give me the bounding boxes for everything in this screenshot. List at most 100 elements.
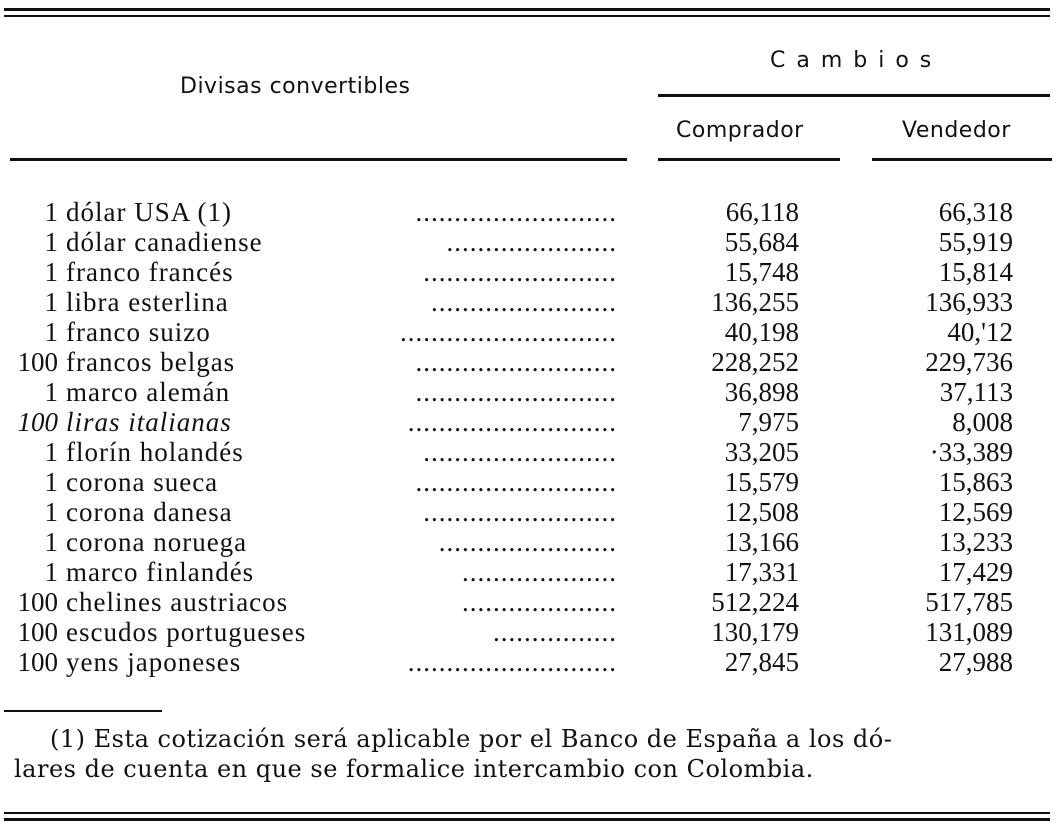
group-rule [658,94,1050,97]
table-row: 1 corona danesa......................... 1… [0,497,1057,527]
row-leader-dots: .......................... [415,377,617,407]
row-currency-name: corona noruega [66,527,248,557]
row-leader-dots: ......................... [423,497,617,527]
row-leader-dots: ......................... [423,257,617,287]
row-leader-dots: ........................... [407,407,617,437]
table-row: 100 francos belgas.......................… [0,347,1057,377]
row-sell-rate: 55,919 [938,227,1013,257]
row-currency-name: dólar USA (1) [66,197,232,227]
header-rule-left [10,158,627,161]
row-currency-name: francos belgas [66,347,236,377]
row-buy-rate: 33,205 [724,437,799,467]
top-rule-2 [4,15,1050,17]
row-sell-rate: 27,988 [938,647,1013,677]
table-row: 1 dólar USA (1)..........................… [0,197,1057,227]
currencies-header: Divisas convertibles [180,74,411,99]
row-sell-rate: 15,814 [938,257,1013,287]
group-header: C a m b i o s [770,48,934,73]
row-leader-dots: ............................ [400,317,617,347]
row-sell-rate: 517,785 [925,587,1013,617]
row-currency-name: corona sueca [66,467,219,497]
rates-table: 1 dólar USA (1)..........................… [0,197,1057,677]
table-row: 100 liras italianas......................… [0,407,1057,437]
row-sell-rate: 8,008 [952,407,1013,437]
table-row: 1 florín holandés........................… [0,437,1057,467]
table-row: 1 franco suizo...........................… [0,317,1057,347]
bottom-rule-1 [4,812,1050,814]
seller-header: Vendedor [902,118,1011,143]
row-leader-dots: .......................... [415,467,617,497]
row-buy-rate: 40,198 [724,317,799,347]
footnote-line-1: (1) Esta cotización será aplicable por e… [50,725,893,753]
row-quantity: 1 [44,557,59,587]
top-rule-1 [4,8,1050,11]
row-currency-name: corona danesa [66,497,233,527]
row-leader-dots: ........................... [407,647,617,677]
row-currency-name: dólar canadiense [66,227,263,257]
footnote: (1) Esta cotización será aplicable por e… [14,724,1044,784]
row-buy-rate: 36,898 [724,377,799,407]
row-currency-name: escudos portugueses [66,617,307,647]
table-row: 1 franco francés.........................… [0,257,1057,287]
table-row: 1 marco alemán.......................... 3… [0,377,1057,407]
row-quantity: 100 [17,647,59,677]
row-quantity: 1 [44,197,59,227]
table-row: 1 dólar canadiense...................... 5… [0,227,1057,257]
row-buy-rate: 15,579 [724,467,799,497]
row-buy-rate: 130,179 [711,617,799,647]
bottom-rule-2 [4,818,1050,821]
row-leader-dots: ................ [493,617,617,647]
row-buy-rate: 7,975 [738,407,799,437]
row-currency-name: yens japoneses [66,647,242,677]
row-buy-rate: 12,508 [724,497,799,527]
row-quantity: 1 [44,287,59,317]
header-rule-sell [872,158,1052,161]
row-sell-rate: 12,569 [938,497,1013,527]
row-sell-rate: 40,'12 [947,317,1013,347]
buyer-header: Comprador [676,118,804,143]
header-rule-buy [658,158,840,161]
row-sell-rate: 37,113 [939,377,1013,407]
table-row: 1 corona noruega....................... 13… [0,527,1057,557]
row-buy-rate: 13,166 [724,527,799,557]
row-buy-rate: 15,748 [724,257,799,287]
footnote-rule [4,710,162,712]
table-row: 100 escudos portugueses................ 13… [0,617,1057,647]
row-quantity: 1 [44,437,59,467]
row-currency-name: florín holandés [66,437,244,467]
row-quantity: 100 [17,347,59,377]
footnote-line-2: lares de cuenta en que se formalice inte… [14,755,814,783]
row-currency-name: franco francés [66,257,234,287]
row-currency-name: marco alemán [66,377,231,407]
row-sell-rate: ·33,389 [929,437,1013,467]
row-buy-rate: 55,684 [724,227,799,257]
row-quantity: 100 [17,587,59,617]
row-leader-dots: ...................... [446,227,617,257]
row-currency-name: chelines austriacos [66,587,289,617]
row-currency-name: franco suizo [66,317,211,347]
row-sell-rate: 229,736 [925,347,1013,377]
table-row: 1 libra esterlina........................… [0,287,1057,317]
row-quantity: 1 [44,257,59,287]
row-leader-dots: .................... [462,557,617,587]
row-quantity: 1 [44,377,59,407]
row-quantity: 1 [44,527,59,557]
row-sell-rate: 131,089 [925,617,1013,647]
row-leader-dots: ....................... [438,527,617,557]
row-quantity: 1 [44,467,59,497]
row-buy-rate: 228,252 [711,347,799,377]
row-leader-dots: .................... [462,587,617,617]
table-row: 100 yens japoneses.......................… [0,647,1057,677]
row-leader-dots: .......................... [415,347,617,377]
row-buy-rate: 136,255 [711,287,799,317]
row-sell-rate: 66,318 [938,197,1013,227]
row-buy-rate: 17,331 [724,557,799,587]
table-row: 1 corona sueca.......................... 1… [0,467,1057,497]
table-row: 100 chelines austriacos..................… [0,587,1057,617]
row-currency-name: libra esterlina [66,287,229,317]
row-currency-name: liras italianas [66,407,232,437]
row-sell-rate: 15,863 [938,467,1013,497]
row-quantity: 1 [44,497,59,527]
row-buy-rate: 66,118 [725,197,799,227]
row-quantity: 100 [17,407,59,437]
